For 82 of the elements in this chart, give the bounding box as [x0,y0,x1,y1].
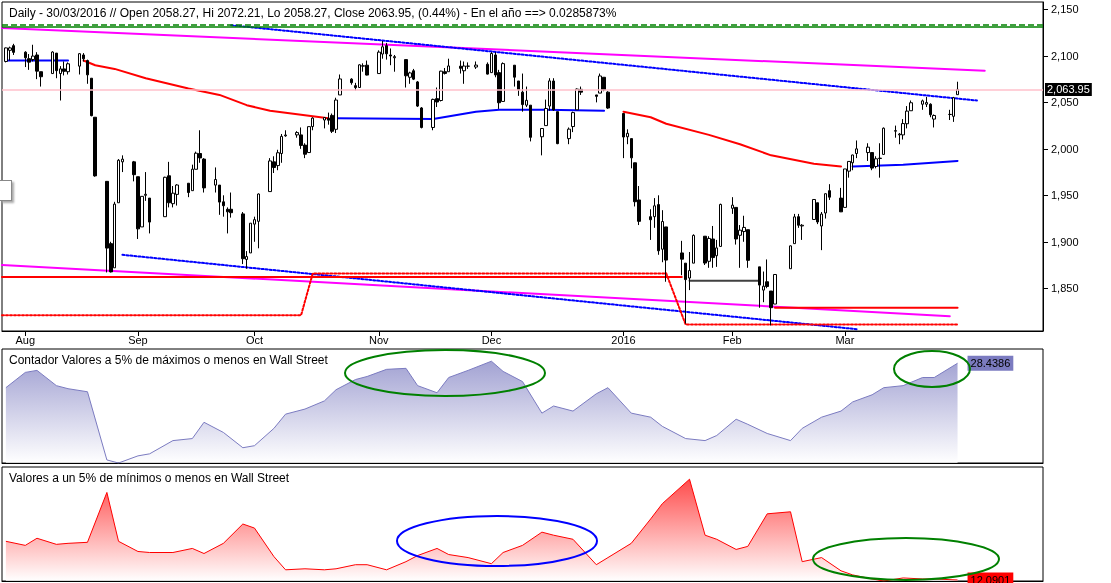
candlestick [257,192,260,249]
candlestick [622,113,625,159]
candlestick [117,158,120,204]
line-series [335,108,606,121]
candlestick [66,61,70,75]
candlestick [350,77,353,86]
x-tick-label: Nov [369,333,390,346]
chart-title: Contador Valores a 5% de máximos o menos en Wall Street [9,353,329,367]
line-series [82,59,330,120]
y-tick-label: 2,050 [1051,96,1079,109]
candlestick [86,59,89,85]
candlestick [894,125,897,139]
candlestick [447,58,450,73]
y-tick-label: 1,950 [1051,189,1079,202]
candlestick [105,180,109,273]
candlestick [556,111,559,145]
candlestick [93,116,97,178]
candlestick [521,73,524,113]
candlestick [132,160,136,182]
candlestick [284,129,287,138]
candlestick [385,42,388,61]
candlestick [952,96,955,123]
candlestick [4,47,8,63]
x-tick-label: Dec [481,333,502,346]
candlestick [462,60,466,85]
x-tick-label: 2016 [611,333,636,346]
candlestick [323,116,326,129]
candlestick [358,63,361,88]
chart-title: Valores a un 5% de mínimos o menos en Wall Street [9,471,290,485]
candlestick [334,97,338,134]
candlestick [8,46,12,62]
candlestick [703,235,707,266]
candlestick [412,68,415,81]
candlestick [268,157,272,193]
candlestick [575,87,579,111]
candlestick [51,50,54,75]
candlestick [474,60,478,70]
candlestick [719,203,722,247]
candlestick [513,64,516,88]
candlestick [855,139,858,159]
candlestick [882,126,885,155]
candlestick [420,106,423,129]
candlestick [680,240,684,276]
x-tick-label: Aug [15,333,36,346]
candlestick [606,90,610,110]
y-tick-label: 1,900 [1051,235,1079,248]
y-tick-label: 2,000 [1051,142,1079,155]
chart-title: Daily - 30/03/2016 // Open 2058.27, Hi 2072.21, Lo 2058.27, Close 2063.95, (0.44%) - En el año ==> 0.0285873% [9,6,617,20]
x-tick-label: Mar [835,333,855,346]
candlestick [490,51,493,74]
candlestick [812,198,816,220]
x-tick-label: Sep [128,333,148,346]
candlestick [758,266,761,309]
candlestick [416,80,419,108]
candlestick [365,60,369,76]
line-series [622,110,843,168]
candlestick [90,77,93,117]
y-tick-label: 1,850 [1051,282,1079,295]
candlestick [78,52,81,75]
candlestick [595,94,598,103]
candlestick [113,201,116,269]
candlestick [793,213,796,245]
candlestick [692,233,695,264]
y-tick-label: 2,150 [1051,3,1079,16]
annotation: 28.4386 [970,357,1011,370]
candlestick [878,142,882,179]
candlestick [552,77,555,112]
candlestick [136,176,140,240]
x-tick-label: Oct [245,333,264,346]
candlestick [241,211,245,265]
candlestick [540,127,544,156]
y-tick-label: 2,100 [1051,49,1079,62]
candlestick [175,183,179,207]
x-tick-label: Feb [722,333,742,346]
candlestick [24,50,27,68]
candlestick [517,80,520,97]
ref-line-label: 2,063.95 [1047,83,1090,96]
candlestick [404,59,408,88]
candlestick [711,225,715,269]
candlestick [921,99,924,111]
candlestick [148,197,151,234]
candlestick [789,245,792,270]
